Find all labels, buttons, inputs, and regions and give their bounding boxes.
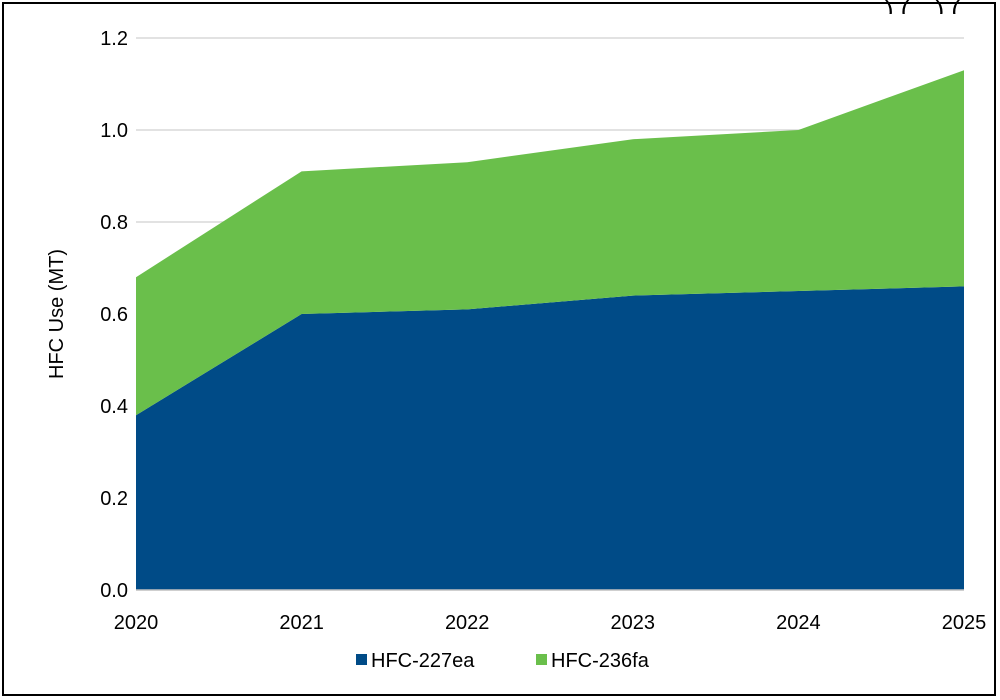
area-series-hfc-227ea — [136, 286, 964, 590]
x-tick-label: 2023 — [611, 612, 656, 634]
y-tick-label: 0.8 — [100, 212, 128, 234]
x-tick-label: 2022 — [445, 612, 490, 634]
y-axis-title: HFC Use (MT) — [46, 249, 68, 379]
legend-swatch — [356, 654, 367, 665]
legend-label: HFC-227ea — [371, 650, 475, 672]
y-tick-label: 0.4 — [100, 396, 128, 418]
area-series-hfc-236fa — [136, 70, 964, 416]
chart-title-partial: …) (…) (… — [0, 0, 1000, 14]
axes: 0.0 0.2 0.4 0.6 0.8 1.0 1.2 2020 2021 2022 2023 202… — [100, 28, 986, 634]
y-tick-label: 0.0 — [100, 580, 128, 602]
y-tick-label: 0.2 — [100, 488, 128, 510]
y-tick-label: 1.2 — [100, 28, 128, 50]
legend: HFC-227ea HFC-236fa — [356, 650, 650, 672]
x-tick-label: 2024 — [776, 612, 821, 634]
y-tick-label: 1.0 — [100, 120, 128, 142]
legend-label: HFC-236fa — [551, 650, 650, 672]
x-tick-label: 2021 — [279, 612, 324, 634]
legend-swatch — [536, 654, 547, 665]
x-tick-label: 2020 — [114, 612, 159, 634]
area-series — [136, 70, 964, 590]
y-tick-label: 0.6 — [100, 304, 128, 326]
x-tick-label: 2025 — [942, 612, 987, 634]
